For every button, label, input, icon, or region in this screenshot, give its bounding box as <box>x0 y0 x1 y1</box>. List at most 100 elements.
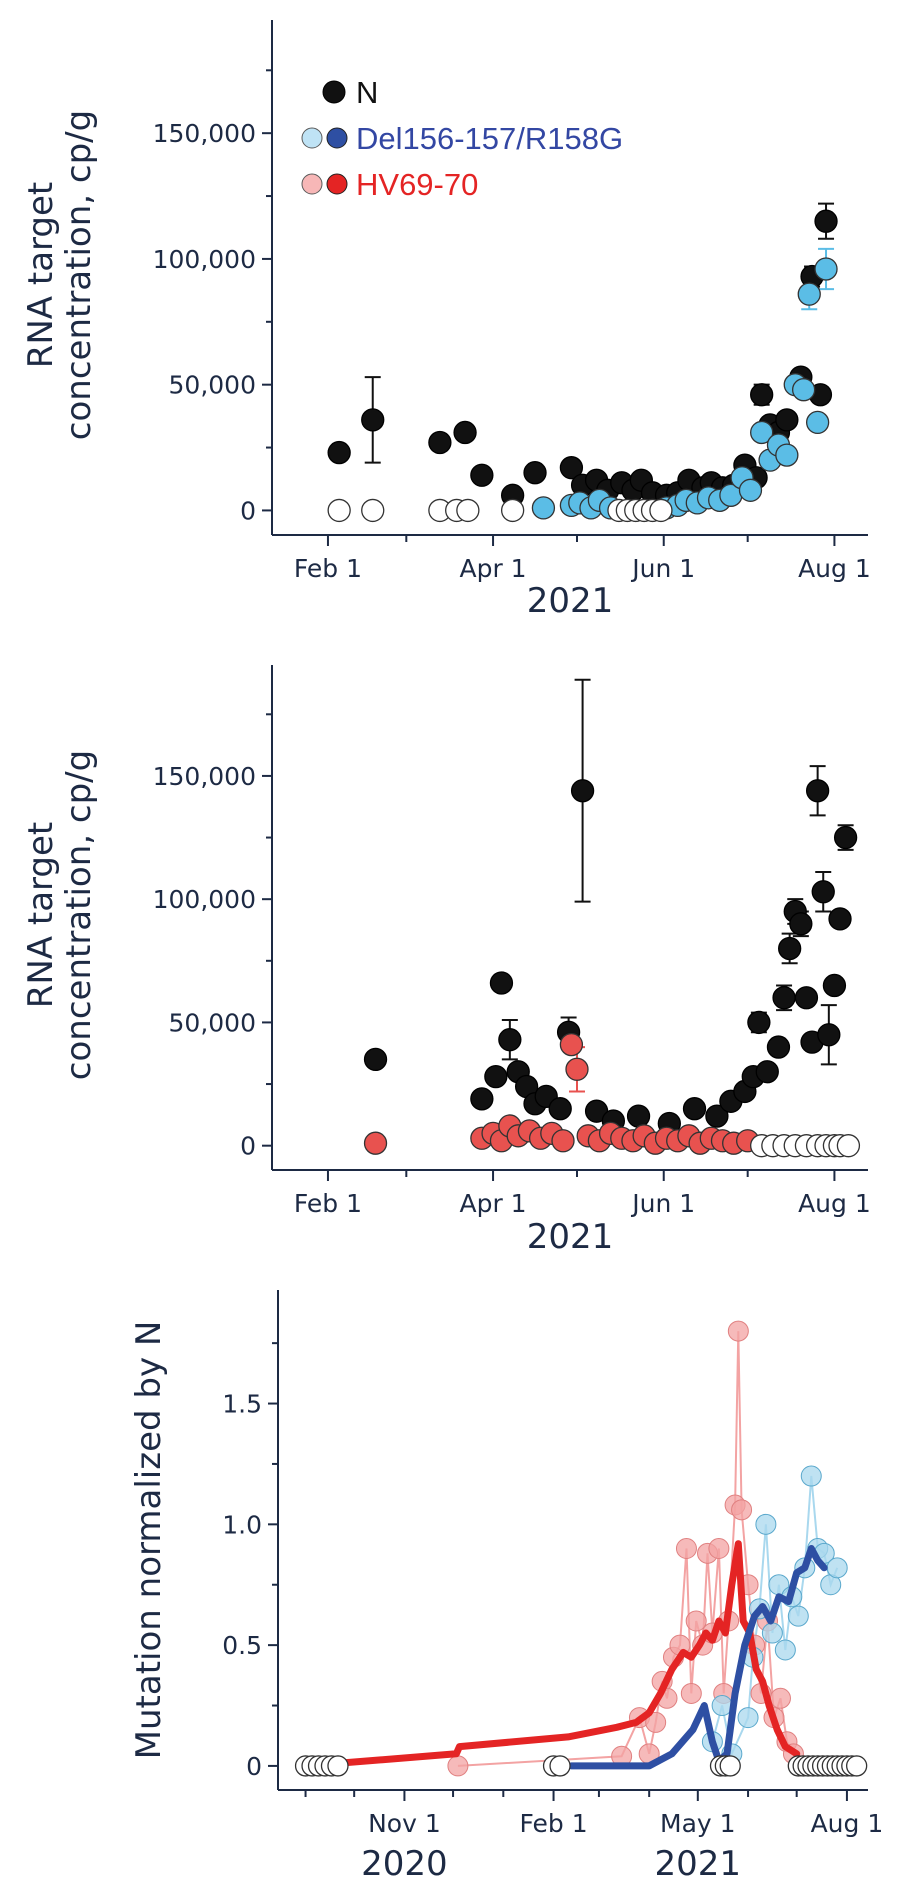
panel-a: 0 50,000 100,000 150,000 Feb 1 Apr 1 Jun 1 Aug … <box>21 20 871 621</box>
data-point <box>833 825 858 850</box>
x-tick-label: Apr 1 <box>459 1189 526 1218</box>
data-point <box>775 408 799 432</box>
x-tick-label: Nov 1 <box>368 1809 441 1838</box>
y-tick-label: 0 <box>240 496 256 525</box>
data-point <box>817 1023 841 1047</box>
data-point <box>750 383 774 407</box>
data-point <box>747 1010 771 1035</box>
legend-marker <box>301 173 323 195</box>
data-point <box>559 1032 584 1057</box>
data-point <box>549 1755 571 1777</box>
legend-label: HV69-70 <box>356 167 478 202</box>
x-tick-label: Aug 1 <box>811 1809 884 1838</box>
data-point <box>551 1129 575 1153</box>
y-tick-label: 50,000 <box>169 371 256 400</box>
legend-marker <box>322 80 346 104</box>
data-point <box>719 1755 741 1777</box>
x-tick-label: Feb 1 <box>294 1189 362 1218</box>
data-point <box>737 1707 759 1729</box>
x-tick-label: Jun 1 <box>630 1189 695 1218</box>
y-tick-label: 0.5 <box>222 1631 262 1660</box>
data-point <box>727 1320 749 1342</box>
data-point <box>327 1755 349 1777</box>
y-tick-label: 100,000 <box>153 245 256 274</box>
data-point <box>769 1687 791 1709</box>
y-axis-title: RNA target <box>21 822 61 1009</box>
y-tick-label: 50,000 <box>169 1008 256 1037</box>
data-point <box>766 1035 791 1059</box>
y-tick-label: 1.0 <box>222 1510 262 1539</box>
x-axis-title: 2021 <box>527 1217 614 1257</box>
data-point <box>570 779 595 803</box>
year-label: 2021 <box>655 1844 742 1884</box>
smoothed-line <box>302 1540 801 1770</box>
data-point <box>531 496 556 520</box>
legend-marker <box>326 127 348 149</box>
x-tick-label: Feb 1 <box>519 1809 587 1838</box>
data-point <box>794 986 819 1010</box>
data-point <box>775 443 799 467</box>
year-label: 2020 <box>361 1844 448 1884</box>
data-point <box>755 1060 779 1084</box>
data-point <box>626 1104 651 1128</box>
data-point <box>828 907 852 931</box>
data-point <box>789 912 813 936</box>
data-point <box>778 936 802 961</box>
smoothed-line <box>567 1545 828 1770</box>
data-point <box>453 420 477 445</box>
data-point <box>327 440 351 465</box>
data-point <box>772 986 796 1010</box>
data-point <box>774 1639 796 1661</box>
data-point <box>685 1610 707 1632</box>
data-point <box>675 1537 697 1559</box>
data-point <box>755 1513 777 1535</box>
data-point <box>361 498 385 523</box>
x-axis-title: 2021 <box>527 581 614 621</box>
data-point <box>565 1057 589 1081</box>
data-point <box>682 1097 707 1121</box>
data-point <box>814 209 838 233</box>
data-point <box>805 410 830 435</box>
data-point <box>327 498 351 523</box>
legend-marker <box>326 173 348 195</box>
y-tick-label: 1.5 <box>222 1390 262 1419</box>
x-tick-label: Apr 1 <box>459 554 526 583</box>
y-tick-label: 150,000 <box>153 119 256 148</box>
data-point <box>791 378 816 402</box>
legend-label: N <box>356 75 378 110</box>
data-point <box>826 1557 848 1579</box>
legend-label: Del156-157/R158G <box>356 121 623 156</box>
y-tick-label: 0 <box>240 1132 256 1161</box>
data-point <box>705 1104 729 1128</box>
x-tick-label: May 1 <box>660 1809 736 1838</box>
y-axis-title: concentration, cp/g <box>59 750 99 1080</box>
y-tick-label: 0 <box>246 1752 262 1781</box>
data-point <box>797 282 821 306</box>
data-point <box>761 1622 783 1644</box>
data-point <box>805 779 830 803</box>
data-point <box>361 408 385 432</box>
x-tick-label: Feb 1 <box>294 554 362 583</box>
data-point <box>731 1499 753 1521</box>
data-point <box>456 498 480 523</box>
data-point <box>800 1465 822 1487</box>
data-point <box>484 1065 508 1089</box>
data-point <box>814 257 838 281</box>
y-axis-title: Mutation normalized by N <box>129 1321 169 1760</box>
x-tick-label: Aug 1 <box>798 554 871 583</box>
legend-marker <box>301 127 323 149</box>
data-point <box>489 971 514 995</box>
data-point <box>649 498 673 523</box>
data-point <box>559 456 584 480</box>
data-point <box>523 461 547 485</box>
data-point <box>836 1134 861 1158</box>
panel-b: 0 50,000 100,000 150,000 Feb 1 Apr 1 Jun 1 Aug … <box>21 665 871 1257</box>
data-point <box>498 1028 522 1052</box>
data-point <box>428 430 452 455</box>
data-point <box>363 1047 388 1072</box>
data-point <box>708 1537 730 1559</box>
data-point <box>846 1755 868 1777</box>
y-tick-label: 100,000 <box>153 885 256 914</box>
data-point <box>680 1682 702 1704</box>
